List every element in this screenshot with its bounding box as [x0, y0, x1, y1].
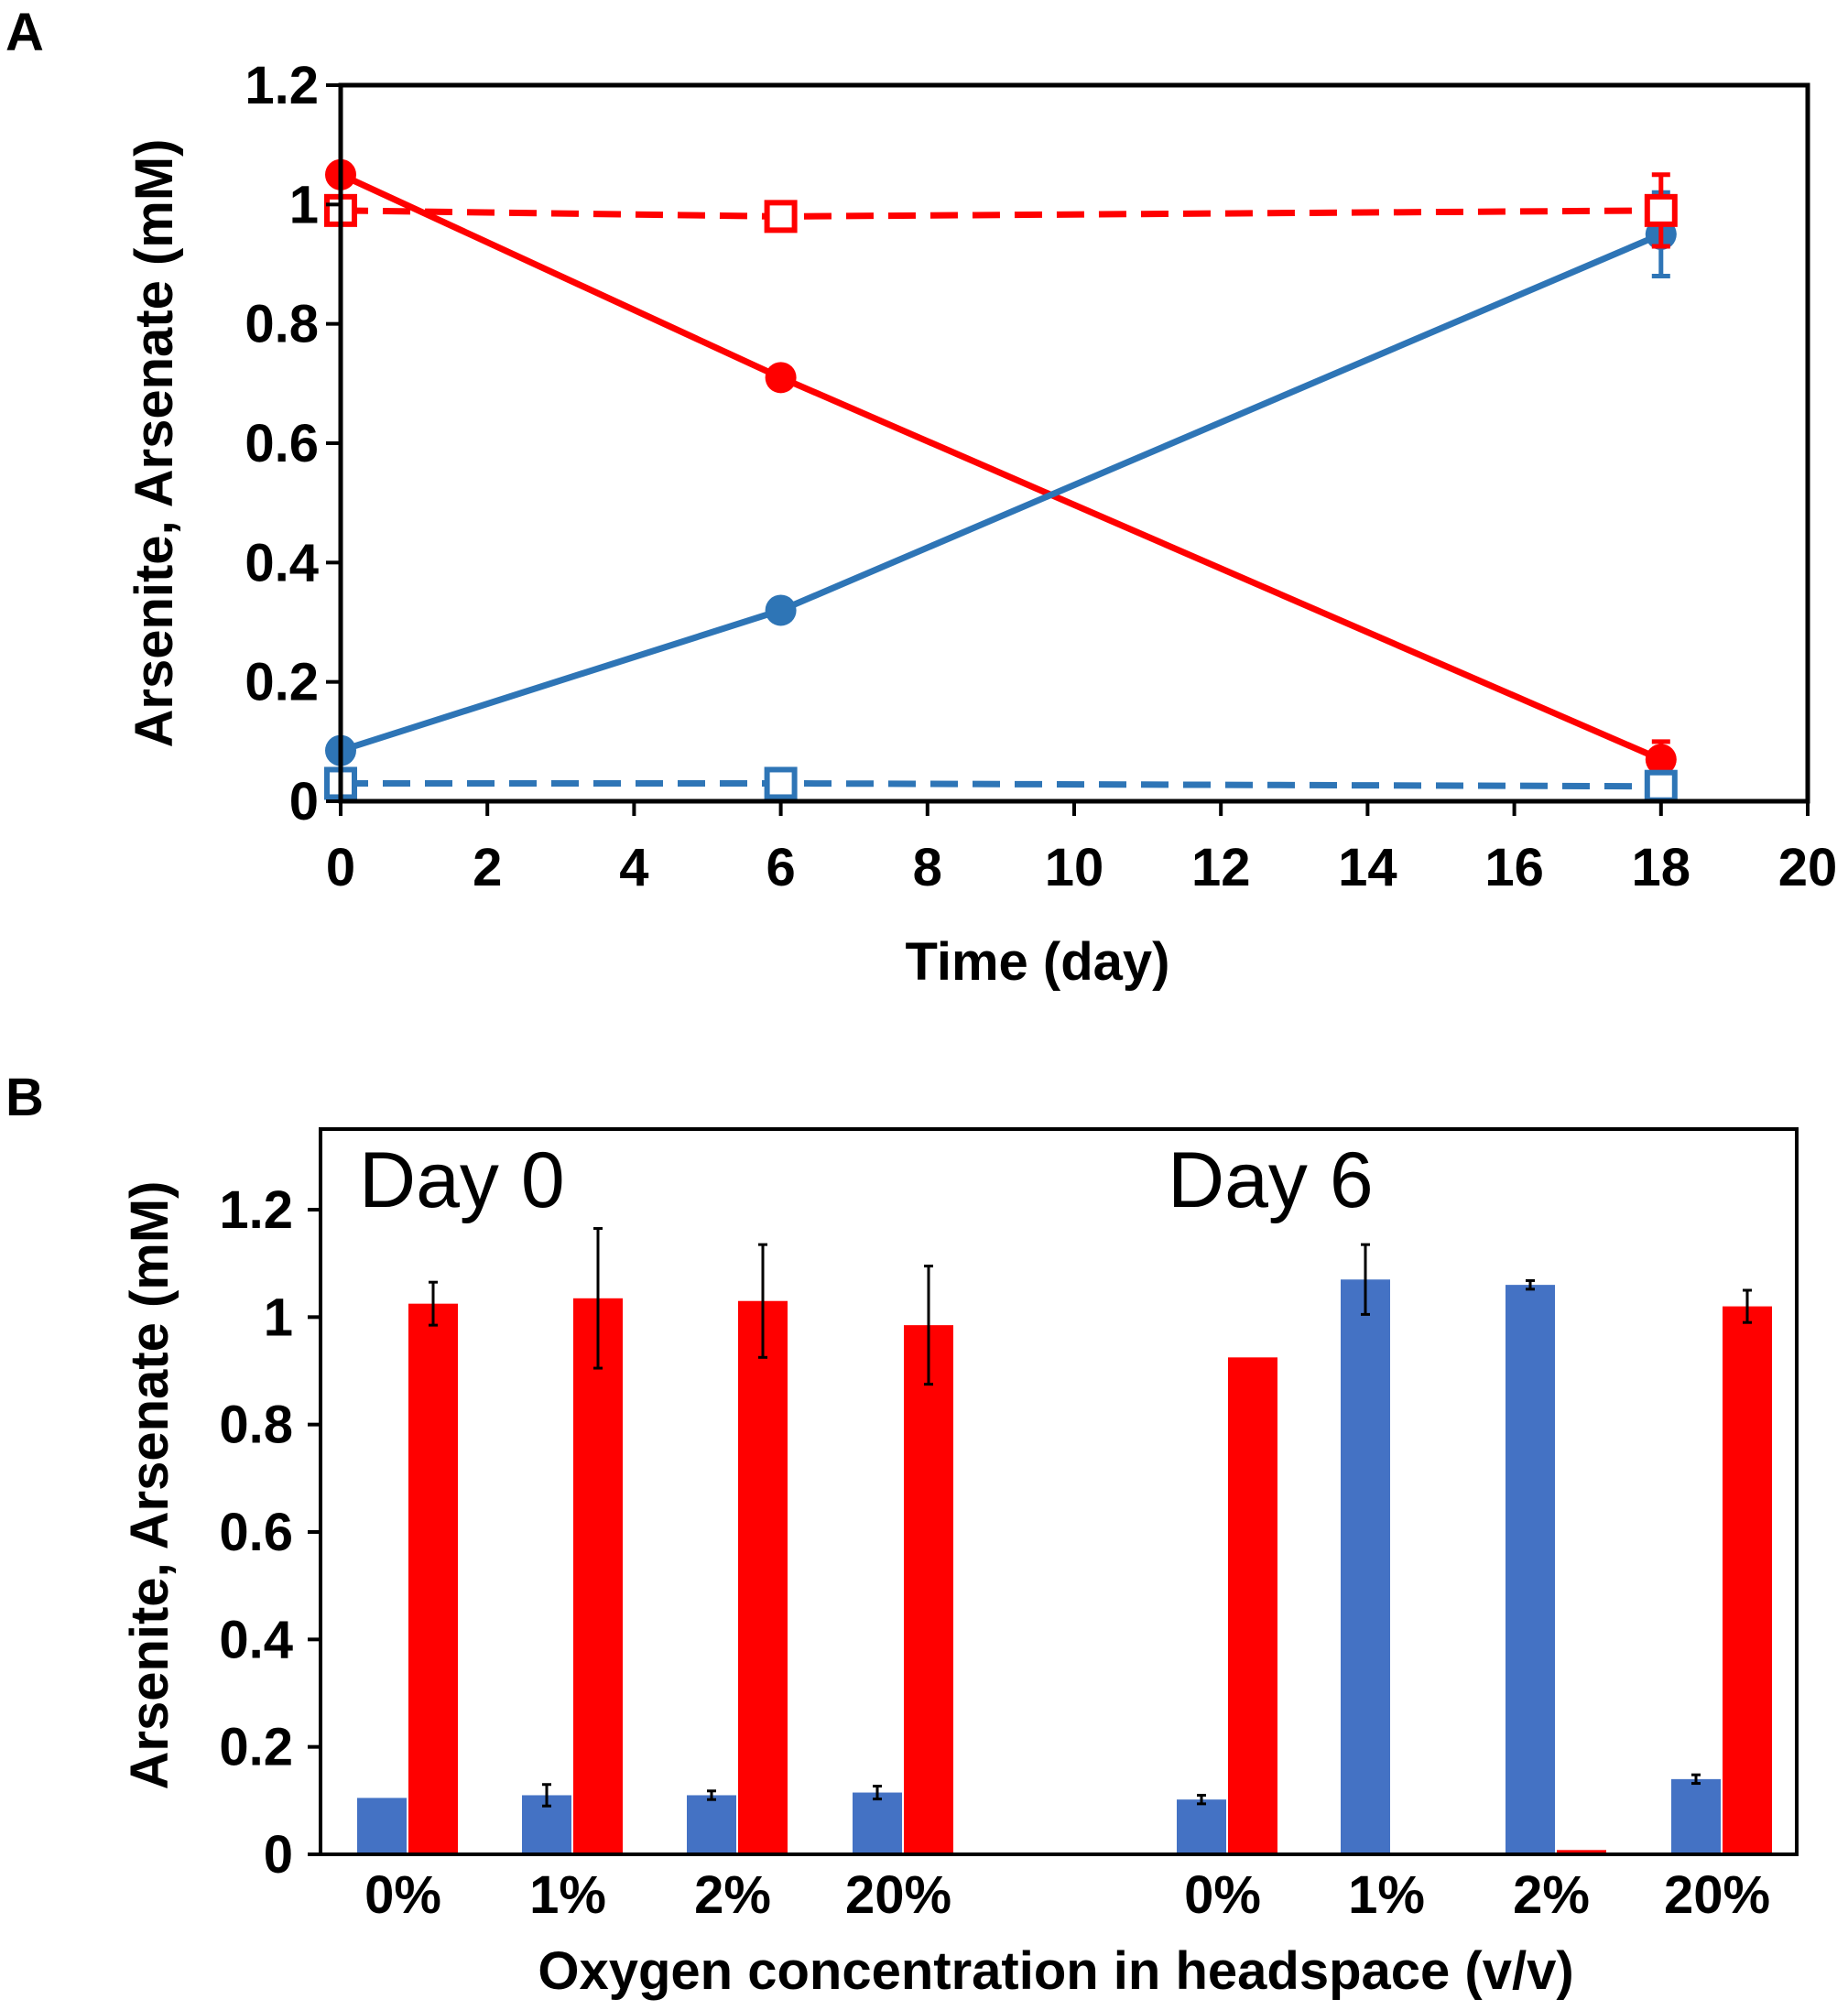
y-tick-label: 1: [264, 1287, 293, 1347]
arsenate-bar: [1557, 1850, 1606, 1854]
panel-b-y-axis-title: Arsenite, Arsenate (mM): [120, 1180, 179, 1789]
panel-b-plot-frame: [319, 1127, 1799, 1856]
series-line: [341, 779, 1661, 790]
x-tick-label: 16: [1484, 838, 1544, 897]
arsenate-bar: [738, 1300, 788, 1854]
panel-b-label: B: [5, 1068, 44, 1127]
arsenite-bar: [687, 1795, 736, 1854]
x-tick-label: 20: [1778, 838, 1838, 897]
data-point: [765, 594, 797, 626]
data-point: [765, 362, 797, 394]
y-tick-label: 1.2: [219, 1180, 293, 1240]
y-tick-label: 0.2: [219, 1718, 293, 1777]
data-point: [1644, 769, 1678, 803]
x-tick-label: 20%: [1664, 1865, 1770, 1925]
data-point: [1644, 193, 1678, 227]
panel-b-x-axis-title: Oxygen concentration in headspace (v/v): [538, 1941, 1573, 2001]
panel-a-y-axis-title: Arsenite, Arsenate (mM): [125, 138, 184, 747]
data-point: [764, 200, 798, 234]
y-tick-label: 0.8: [219, 1396, 293, 1455]
arsenate-bar: [1228, 1357, 1277, 1854]
arsenate-bar: [408, 1303, 458, 1854]
panel-a-label: A: [5, 3, 44, 62]
y-tick-label: 0.2: [245, 653, 319, 712]
panel-a-x-axis-title: Time (day): [905, 932, 1169, 992]
arsenate-bar: [573, 1298, 623, 1854]
x-tick-label: 1%: [1348, 1865, 1425, 1925]
panel-a-chart: 0 2 4 6 8 10 12 14 16 18 20 0 0.2 0.4 0.6 0.8 1 1.2 Time …: [125, 56, 1837, 992]
x-tick-label: 1%: [529, 1865, 606, 1925]
data-point: [1645, 744, 1677, 776]
y-tick-label: 0.4: [245, 533, 319, 592]
series-line: [340, 207, 1661, 220]
arsenite-bar: [1177, 1799, 1226, 1854]
arsenate-bar: [1723, 1306, 1772, 1854]
y-tick-label: 0: [289, 772, 319, 831]
series-2: [324, 172, 1678, 249]
panel-a-plot-frame: [338, 82, 1810, 804]
x-tick-label: 2: [473, 838, 502, 897]
x-tick-label: 8: [913, 838, 942, 897]
series-line: [339, 171, 1663, 763]
y-tick-label: 0.4: [219, 1610, 293, 1669]
y-tick-label: 0: [264, 1825, 293, 1885]
arsenite-bar: [1341, 1279, 1390, 1854]
x-tick-label: 20%: [845, 1865, 951, 1925]
x-tick-label: 18: [1632, 838, 1691, 897]
x-tick-label: 2%: [694, 1865, 771, 1925]
arsenite-bar: [357, 1798, 407, 1854]
group-label-day-0: Day 0: [359, 1136, 565, 1224]
y-tick-label: 0.6: [219, 1503, 293, 1562]
x-tick-label: 4: [619, 838, 648, 897]
x-tick-label: 0%: [1184, 1865, 1261, 1925]
y-tick-label: 1.2: [245, 56, 319, 115]
data-point: [764, 766, 798, 800]
arsenite-bar: [1671, 1778, 1721, 1854]
arsenate-bar: [904, 1325, 953, 1854]
y-tick-label: 1: [289, 175, 319, 234]
series-0: [325, 158, 1677, 780]
panel-b-chart: 0 0.2 0.4 0.6 0.8 1 1.2 0% 1% 2% 20% 0% 1% 2% 20% Day …: [120, 1127, 1799, 2001]
y-tick-label: 0.8: [245, 295, 319, 354]
series-3: [324, 766, 1678, 803]
x-tick-label: 0: [326, 838, 355, 897]
x-tick-label: 0%: [364, 1865, 441, 1925]
group-label-day-6: Day 6: [1168, 1136, 1374, 1224]
x-tick-label: 2%: [1513, 1865, 1590, 1925]
x-tick-label: 12: [1191, 838, 1251, 897]
arsenite-bar: [853, 1792, 902, 1854]
y-tick-label: 0.6: [245, 414, 319, 473]
arsenite-bar: [1506, 1285, 1555, 1854]
x-tick-label: 6: [766, 838, 795, 897]
x-tick-label: 10: [1045, 838, 1104, 897]
x-tick-label: 14: [1338, 838, 1397, 897]
